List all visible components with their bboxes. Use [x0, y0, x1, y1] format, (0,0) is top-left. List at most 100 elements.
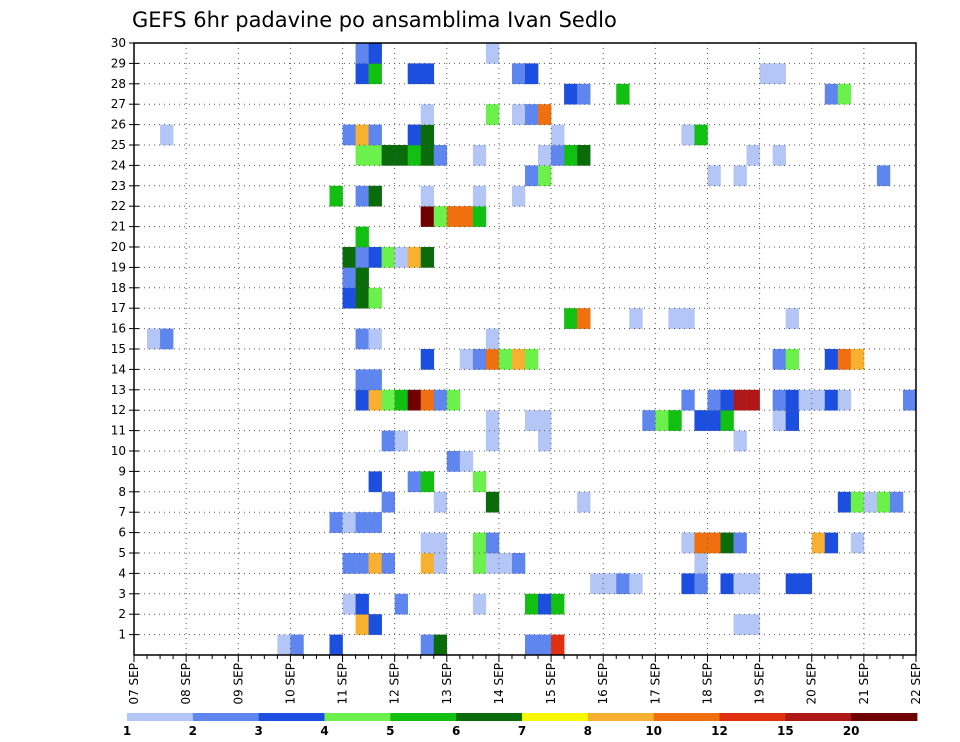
heatmap-cell: [433, 553, 448, 574]
heatmap-cell: [616, 83, 630, 105]
heatmap-cell: [511, 104, 526, 125]
colorbar-swatch: [456, 713, 523, 721]
heatmap-cell: [381, 553, 395, 574]
heatmap-cell: [876, 165, 891, 187]
heatmap-cell: [277, 634, 291, 656]
heatmap-cell: [368, 369, 382, 391]
heatmap-cell: [394, 593, 408, 615]
heatmap-cell: [590, 573, 604, 595]
y-tick-label: 13: [111, 383, 126, 397]
heatmap-cell: [446, 206, 461, 227]
heatmap-cell: [798, 573, 813, 595]
heatmap-cell: [889, 491, 904, 513]
heatmap-cell: [551, 145, 565, 166]
heatmap-cell: [733, 614, 747, 635]
heatmap-cell: [746, 145, 760, 166]
heatmap-cell: [772, 145, 786, 166]
heatmap-cell: [329, 512, 343, 533]
colorbar-swatch: [522, 713, 589, 721]
y-tick-label: 26: [111, 118, 126, 132]
heatmap-cell: [355, 287, 369, 309]
heatmap-cell: [485, 491, 500, 513]
heatmap-cell: [446, 389, 461, 411]
y-tick-label: 21: [111, 220, 126, 234]
heatmap-cell: [355, 247, 369, 268]
heatmap-cell: [785, 573, 799, 595]
heatmap-cell: [707, 532, 721, 554]
heatmap-cell: [629, 573, 643, 595]
heatmap-cell: [824, 389, 839, 411]
heatmap-cell: [342, 247, 356, 268]
heatmap-cell: [368, 471, 382, 493]
heatmap-cell: [368, 185, 382, 207]
heatmap-cell: [694, 410, 708, 431]
heatmap-cell: [511, 349, 526, 370]
x-tick-label: 20 SEP: [805, 663, 819, 705]
heatmap-cell: [564, 308, 578, 329]
heatmap-cell: [785, 410, 799, 431]
heatmap-cell: [381, 389, 395, 411]
y-tick-label: 22: [111, 199, 126, 213]
heatmap-cell: [368, 63, 382, 85]
heatmap-cell: [472, 349, 487, 370]
heatmap-cell: [785, 389, 799, 411]
heatmap-cell: [525, 104, 539, 125]
colorbar-label: 8: [584, 724, 592, 738]
heatmap-cell: [368, 287, 382, 309]
colorbar-swatch: [851, 713, 918, 721]
heatmap-cell: [772, 63, 786, 85]
heatmap-cell: [577, 83, 591, 105]
x-tick-label: 13 SEP: [440, 663, 454, 705]
heatmap-cell: [381, 430, 395, 452]
heatmap-cell: [811, 532, 826, 554]
heatmap-cell: [407, 247, 422, 268]
heatmap-cell: [485, 532, 500, 554]
heatmap-cell: [759, 63, 773, 85]
chart-title: GEFS 6hr padavine po ansamblima Ivan Sed…: [132, 8, 617, 32]
colorbar-swatch: [324, 713, 391, 721]
heatmap-cell: [420, 145, 435, 166]
heatmap-cell: [525, 410, 539, 431]
heatmap-cell: [342, 287, 356, 309]
heatmap-cell: [538, 145, 552, 166]
colorbar-label: 10: [645, 724, 662, 738]
heatmap-cell: [381, 491, 395, 513]
heatmap-cell: [564, 83, 578, 105]
heatmap-cell: [668, 308, 682, 329]
colorbar-label: 5: [386, 724, 394, 738]
heatmap-cell: [368, 328, 382, 350]
heatmap-cell: [551, 634, 565, 656]
heatmap-cell: [368, 124, 382, 146]
heatmap-cell: [720, 573, 734, 595]
y-tick-label: 29: [111, 56, 126, 70]
y-tick-label: 14: [111, 362, 126, 376]
heatmap-cell: [511, 185, 526, 207]
heatmap-cell: [733, 532, 747, 554]
heatmap-cell: [459, 349, 474, 370]
heatmap-cell: [394, 430, 408, 452]
heatmap-cell: [342, 512, 356, 533]
heatmap-cell: [720, 410, 734, 431]
heatmap-cell: [420, 471, 435, 493]
heatmap-cell: [147, 328, 161, 350]
y-tick-label: 20: [111, 240, 126, 254]
heatmap-cell: [342, 267, 356, 289]
colorbar-label: 6: [452, 724, 460, 738]
heatmap-cell: [785, 308, 799, 329]
colorbar-swatch: [785, 713, 852, 721]
y-tick-label: 6: [118, 526, 126, 540]
heatmap-cell: [446, 451, 461, 472]
heatmap-cell: [355, 63, 369, 85]
heatmap-cell: [538, 165, 552, 187]
heatmap-cell: [160, 124, 174, 146]
heatmap-cell: [525, 634, 539, 656]
heatmap-cell: [655, 410, 669, 431]
heatmap-cell: [485, 430, 500, 452]
heatmap-cell: [511, 63, 526, 85]
heatmap-cell: [394, 145, 408, 166]
heatmap-cell: [472, 471, 487, 493]
heatmap-cell: [485, 349, 500, 370]
y-tick-label: 23: [111, 179, 126, 193]
y-tick-label: 16: [111, 322, 126, 336]
